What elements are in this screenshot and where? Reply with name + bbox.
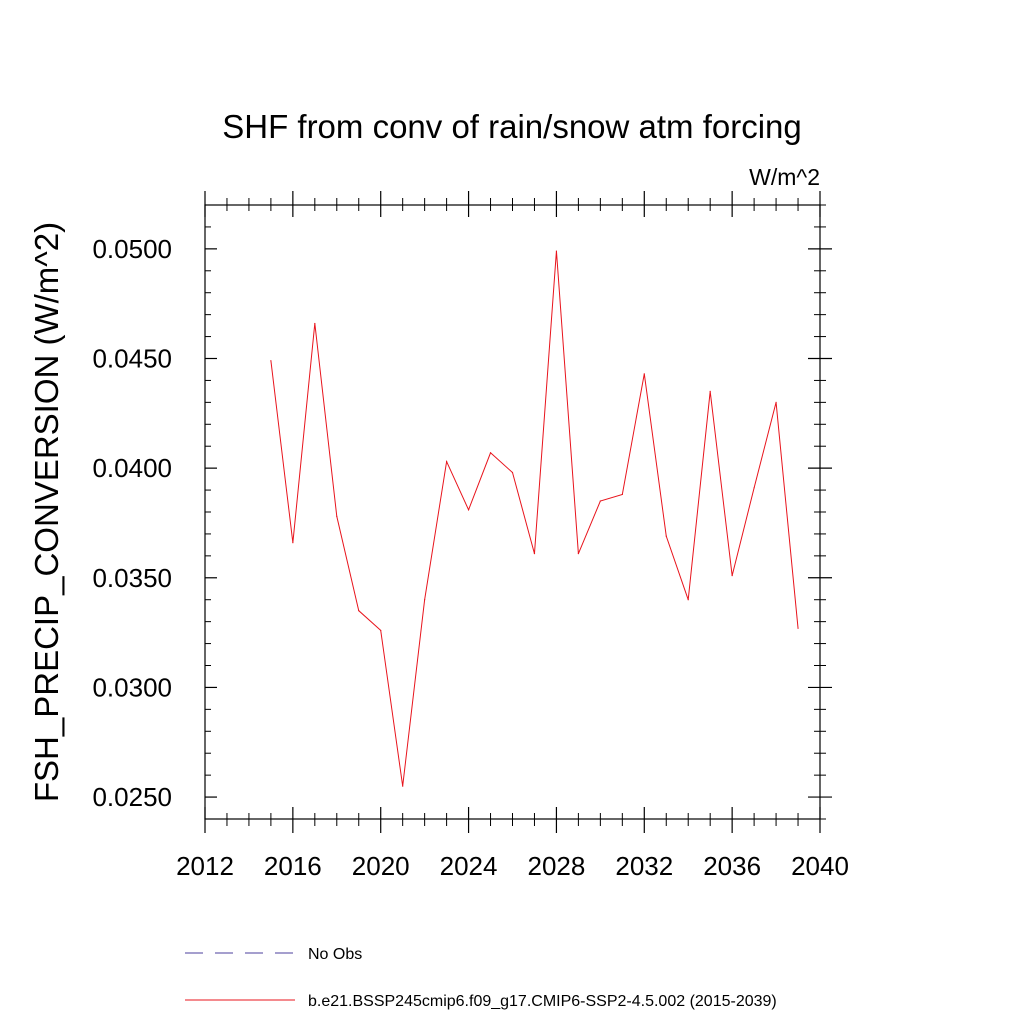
data-point xyxy=(270,360,272,362)
data-point xyxy=(489,452,492,454)
data-point xyxy=(358,610,360,612)
legend-label-no-obs: No Obs xyxy=(308,946,362,963)
plot-frame xyxy=(204,204,821,820)
data-point xyxy=(753,487,755,489)
y-tick-label: 0.0500 xyxy=(92,234,172,264)
y-tick-label: 0.0350 xyxy=(92,563,172,593)
chart-title: SHF from conv of rain/snow atm forcing xyxy=(222,108,802,145)
legend-label-model: b.e21.BSSP245cmip6.f09_g17.CMIP6-SSP2-4.… xyxy=(308,993,777,1010)
data-point xyxy=(424,599,426,601)
data-point xyxy=(380,629,382,632)
data-point xyxy=(775,401,777,403)
data-point xyxy=(643,373,645,375)
data-point xyxy=(577,553,579,555)
data-point xyxy=(709,390,711,392)
y-tick-label: 0.0400 xyxy=(92,453,172,483)
data-point xyxy=(555,250,558,252)
data-point xyxy=(687,599,689,601)
x-tick-label: 2024 xyxy=(440,851,498,881)
axis-tick-labels: 2012 2016 2020 2024 2028 2032 2036 2040 0.0250 0.… xyxy=(92,234,848,881)
y-tick-label: 0.0250 xyxy=(92,782,172,812)
data-point xyxy=(511,471,514,474)
x-tick-label: 2016 xyxy=(264,851,322,881)
x-tick-label: 2040 xyxy=(791,851,849,881)
x-tick-label: 2028 xyxy=(528,851,586,881)
data-point xyxy=(467,509,470,511)
data-point xyxy=(797,627,799,629)
x-tick-label: 2036 xyxy=(703,851,761,881)
data-point xyxy=(599,500,601,502)
data-point xyxy=(402,785,404,787)
y-tick-label: 0.0300 xyxy=(92,672,172,702)
data-point xyxy=(731,574,733,577)
x-tick-label: 2032 xyxy=(615,851,673,881)
data-point xyxy=(314,322,316,325)
data-point xyxy=(533,553,536,555)
data-point xyxy=(621,493,623,496)
data-point xyxy=(665,535,667,537)
x-tick-label: 2012 xyxy=(176,851,234,881)
data-point xyxy=(336,515,338,517)
y-axis-label: FSH_PRECIP_CONVERSION (W/m^2) xyxy=(28,222,65,802)
units-label: W/m^2 xyxy=(749,164,820,190)
series-line-0 xyxy=(270,251,799,787)
data-point xyxy=(292,542,294,544)
y-tick-label: 0.0450 xyxy=(92,344,172,374)
legend: No Obs b.e21.BSSP245cmip6.f09_g17.CMIP6-… xyxy=(185,946,777,1010)
data-point xyxy=(446,460,448,463)
series-layer xyxy=(270,250,799,787)
x-tick-label: 2020 xyxy=(352,851,410,881)
axis-ticks xyxy=(204,191,832,833)
